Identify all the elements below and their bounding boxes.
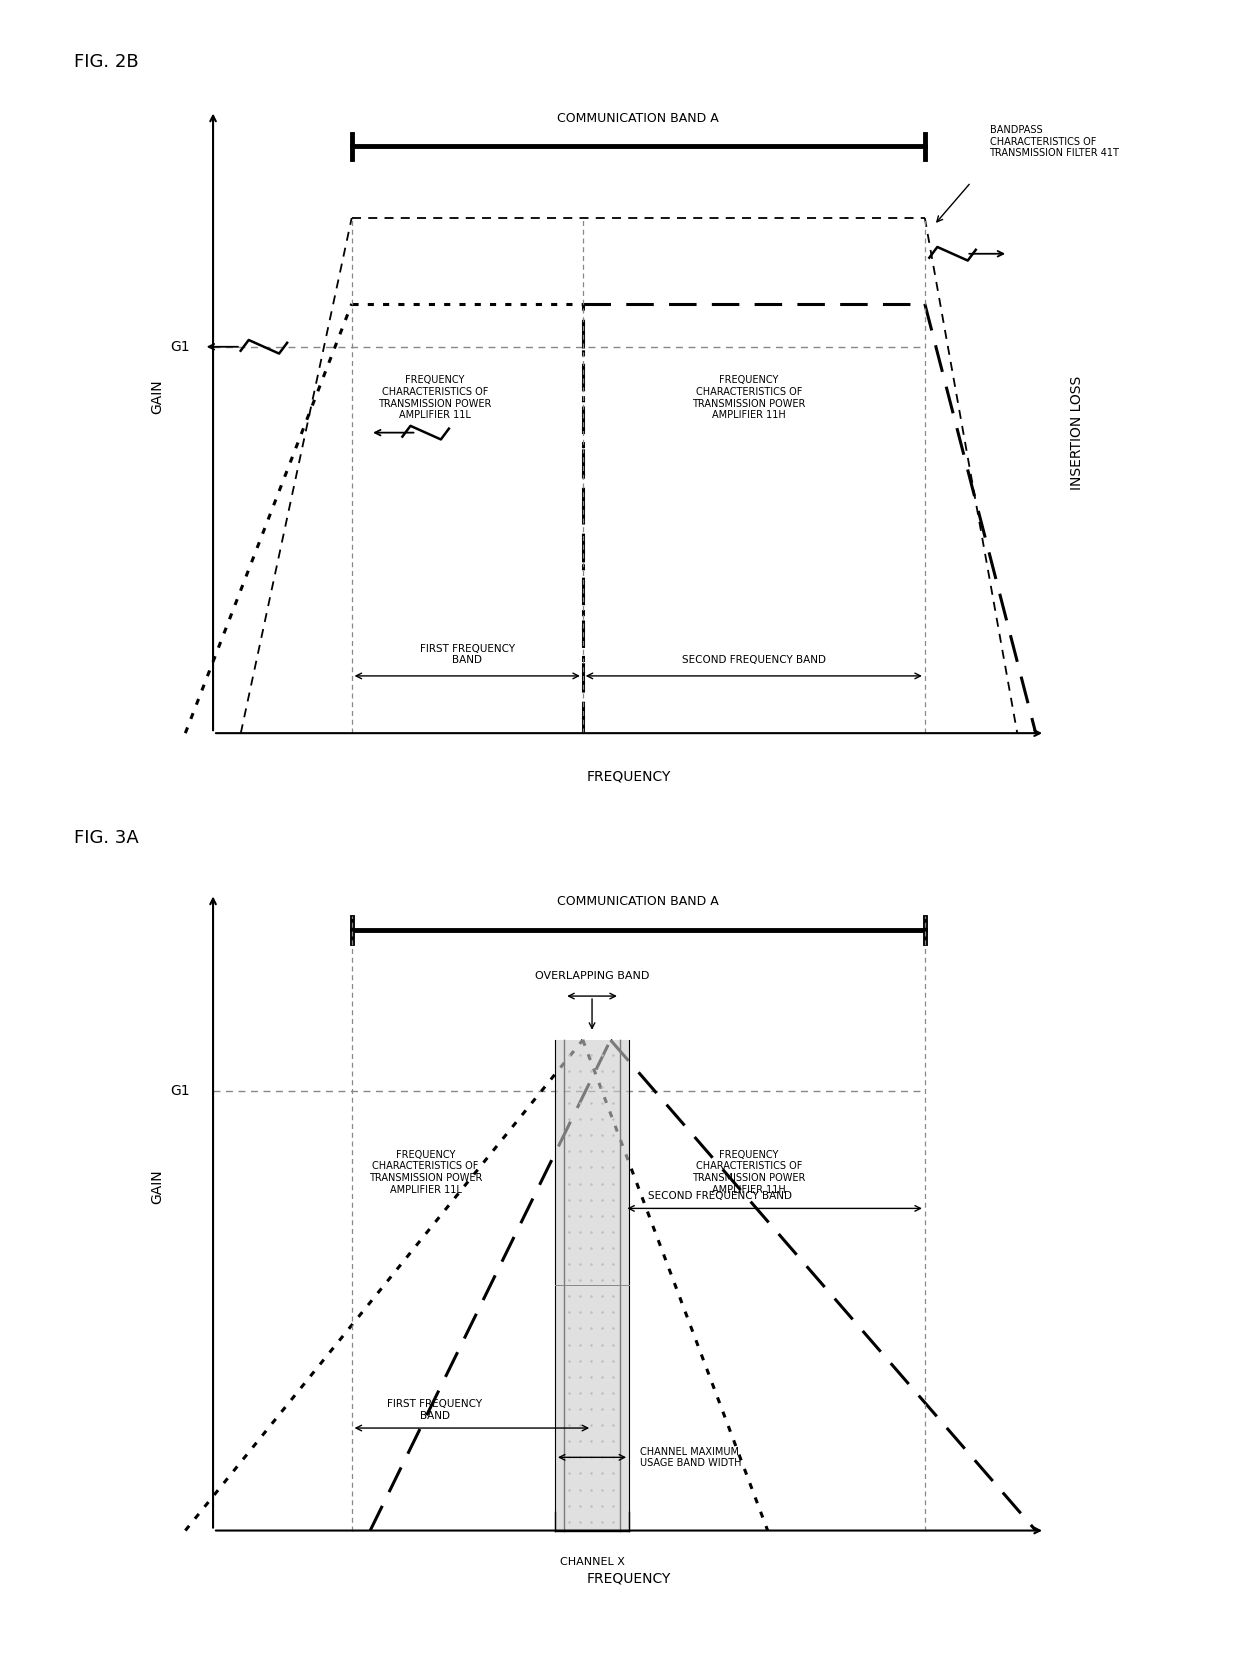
Text: FREQUENCY
CHARACTERISTICS OF
TRANSMISSION POWER
AMPLIFIER 11H: FREQUENCY CHARACTERISTICS OF TRANSMISSIO… [692,376,806,421]
Text: FIG. 2B: FIG. 2B [74,53,139,72]
Text: FREQUENCY
CHARACTERISTICS OF
TRANSMISSION POWER
AMPLIFIER 11L: FREQUENCY CHARACTERISTICS OF TRANSMISSIO… [378,376,491,421]
Text: FIRST FREQUENCY
BAND: FIRST FREQUENCY BAND [419,644,515,666]
Text: COMMUNICATION BAND A: COMMUNICATION BAND A [558,111,719,125]
Text: SECOND FREQUENCY BAND: SECOND FREQUENCY BAND [682,656,826,666]
Text: SECOND FREQUENCY BAND: SECOND FREQUENCY BAND [647,1191,791,1201]
Text: FREQUENCY: FREQUENCY [587,1571,671,1586]
Text: COMMUNICATION BAND A: COMMUNICATION BAND A [558,895,719,909]
Text: BANDPASS
CHARACTERISTICS OF
TRANSMISSION FILTER 41T: BANDPASS CHARACTERISTICS OF TRANSMISSION… [990,125,1120,158]
Text: CHANNEL X: CHANNEL X [559,1558,625,1567]
Text: G1: G1 [170,1085,190,1098]
Text: FIRST FREQUENCY
BAND: FIRST FREQUENCY BAND [387,1399,482,1421]
Bar [556,1040,629,1531]
Text: INSERTION LOSS: INSERTION LOSS [1070,376,1084,489]
Text: FREQUENCY
CHARACTERISTICS OF
TRANSMISSION POWER
AMPLIFIER 11L: FREQUENCY CHARACTERISTICS OF TRANSMISSIO… [370,1150,482,1195]
Text: FREQUENCY: FREQUENCY [587,769,671,784]
Text: G1: G1 [170,339,190,354]
Text: FREQUENCY
CHARACTERISTICS OF
TRANSMISSION POWER
AMPLIFIER 11H: FREQUENCY CHARACTERISTICS OF TRANSMISSIO… [692,1150,806,1195]
Text: FIG. 3A: FIG. 3A [74,829,139,847]
Text: CHANNEL MAXIMUM
USAGE BAND WIDTH: CHANNEL MAXIMUM USAGE BAND WIDTH [640,1446,742,1468]
Text: OVERLAPPING BAND: OVERLAPPING BAND [534,972,650,982]
Text: GAIN: GAIN [150,379,165,414]
Text: GAIN: GAIN [150,1170,165,1203]
